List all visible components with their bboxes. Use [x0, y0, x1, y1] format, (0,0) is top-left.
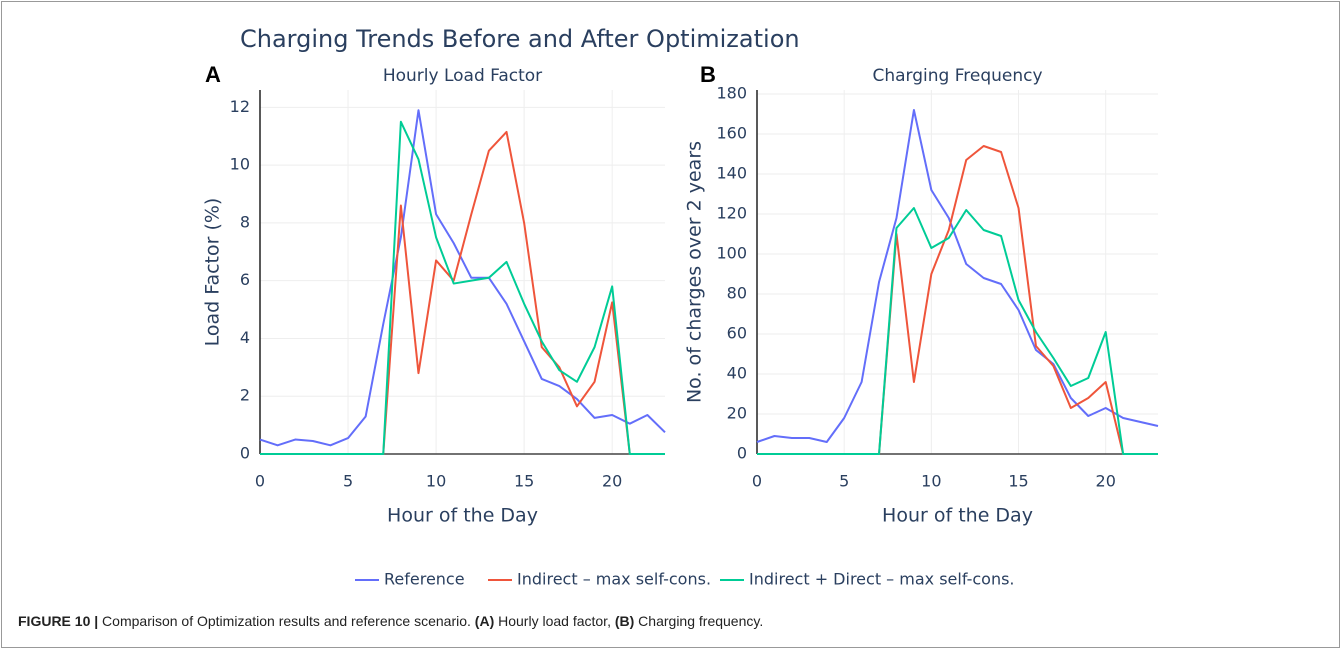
y-axis-label: No. of charges over 2 years: [684, 141, 706, 403]
y-tick-label: 0: [240, 444, 250, 463]
y-tick-label: 20: [727, 404, 747, 423]
data-line: [757, 145, 1158, 455]
legend-label: Indirect + Direct – max self-cons.: [749, 570, 1015, 589]
x-tick-label: 20: [1096, 472, 1116, 491]
panel-label: A: [205, 62, 221, 87]
subplot-title: Charging Frequency: [872, 66, 1042, 86]
data-line: [757, 207, 1158, 455]
data-line: [259, 109, 666, 447]
y-tick-label: 10: [230, 155, 250, 174]
x-tick-label: 20: [602, 472, 622, 491]
caption-segment: Charging frequency.: [634, 613, 764, 629]
y-axis-label: Load Factor (%): [202, 198, 224, 347]
subplot-title: Hourly Load Factor: [383, 66, 542, 86]
data-line: [260, 120, 665, 455]
y-tick-label: 4: [240, 328, 250, 347]
caption-segment: Hourly load factor,: [494, 613, 615, 629]
x-tick-label: 0: [255, 472, 265, 491]
y-tick-label: 140: [716, 164, 747, 183]
x-tick-label: 15: [514, 472, 534, 491]
y-tick-label: 8: [240, 212, 250, 231]
y-tick-label: 0: [737, 444, 747, 463]
y-tick-label: 60: [727, 324, 747, 343]
y-tick-label: 12: [230, 97, 250, 116]
caption-segment: (B): [614, 613, 635, 629]
x-tick-label: 0: [752, 472, 762, 491]
data-line: [756, 109, 1159, 443]
legend-label: Indirect – max self-cons.: [517, 570, 711, 589]
y-tick-label: 6: [240, 270, 250, 289]
x-axis-label: Hour of the Day: [882, 505, 1033, 527]
legend-label: Reference: [384, 570, 465, 589]
panel-label: B: [700, 62, 716, 87]
y-tick-label: 100: [716, 244, 747, 263]
data-line: [260, 130, 665, 455]
y-tick-label: 120: [716, 204, 747, 223]
x-tick-label: 5: [839, 472, 849, 491]
x-tick-label: 15: [1008, 472, 1028, 491]
figure-title: Charging Trends Before and After Optimiz…: [240, 25, 800, 53]
y-tick-label: 80: [727, 284, 747, 303]
caption-segment: FIGURE 10 |: [18, 613, 99, 629]
x-tick-label: 10: [921, 472, 941, 491]
x-axis-label: Hour of the Day: [387, 505, 538, 527]
y-tick-label: 160: [716, 124, 747, 143]
caption-segment: (A): [474, 613, 495, 629]
y-tick-label: 40: [727, 364, 747, 383]
y-tick-label: 2: [240, 386, 250, 405]
x-tick-label: 10: [426, 472, 446, 491]
y-tick-label: 180: [716, 84, 747, 103]
x-tick-label: 5: [343, 472, 353, 491]
caption: FIGURE 10 | Comparison of Optimization r…: [18, 613, 763, 629]
caption-segment: Comparison of Optimization results and r…: [98, 613, 475, 629]
